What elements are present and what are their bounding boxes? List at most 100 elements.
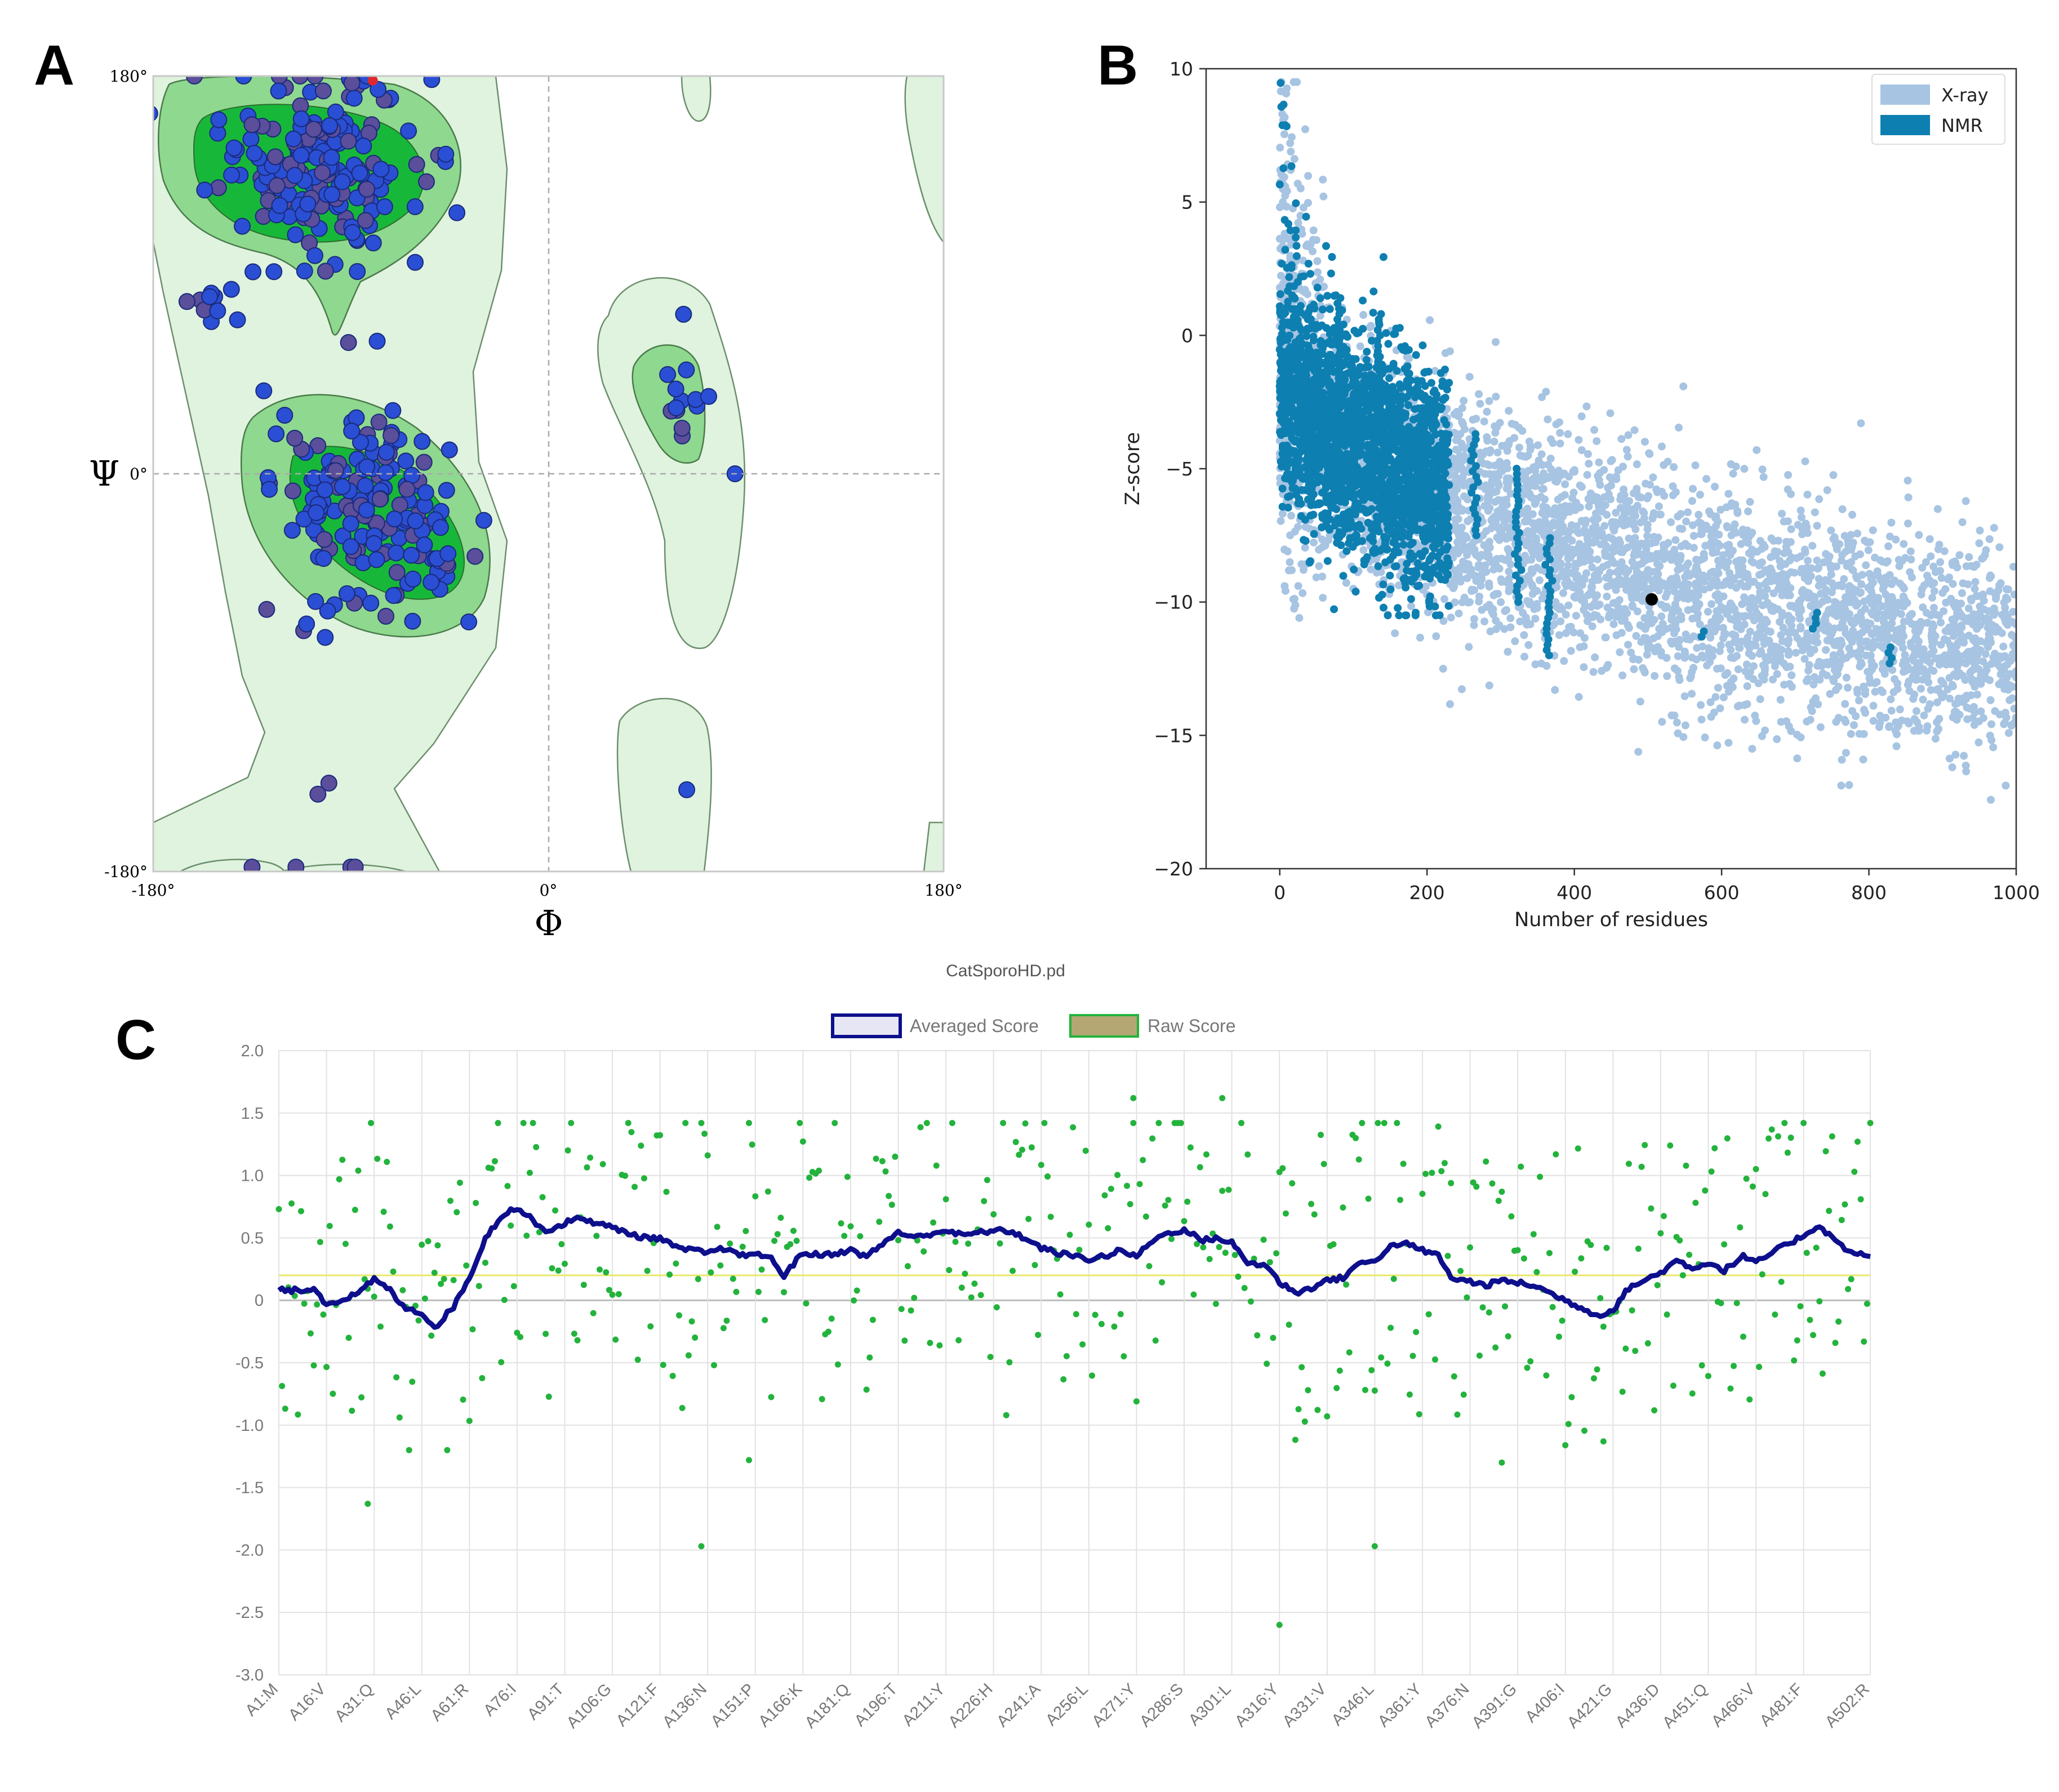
- xray-point: [1822, 646, 1830, 654]
- xray-point: [1713, 568, 1721, 576]
- xray-point: [1755, 650, 1764, 658]
- xray-point: [1716, 641, 1725, 650]
- xray-point: [1768, 675, 1777, 684]
- xray-point: [1909, 673, 1917, 681]
- xray-point: [1989, 743, 1998, 752]
- xray-point: [1843, 683, 1852, 692]
- residue-point: [186, 76, 203, 85]
- xray-point: [1557, 617, 1565, 625]
- xray-point: [1279, 198, 1287, 206]
- residue-point: [362, 594, 380, 612]
- xray-point: [1614, 608, 1622, 617]
- xray-point: [1640, 634, 1648, 642]
- residue-point: [323, 149, 340, 166]
- xray-point: [1801, 457, 1809, 465]
- xray-point: [1304, 172, 1313, 180]
- xray-point: [1719, 693, 1728, 701]
- xray-point: [1551, 477, 1559, 485]
- xray-point: [1867, 599, 1875, 608]
- residue-point: [342, 538, 359, 555]
- residue-point: [234, 217, 251, 235]
- xray-point: [1812, 694, 1820, 702]
- xray-point: [1882, 590, 1890, 599]
- xray-point: [2011, 620, 2016, 628]
- xray-point: [1538, 393, 1546, 402]
- xray-point: [1830, 677, 1838, 686]
- xray-point: [1625, 624, 1633, 632]
- xray-point: [1935, 611, 1944, 620]
- xray-point: [1991, 622, 2000, 631]
- xray-point: [1651, 672, 1659, 680]
- xray-point: [1642, 621, 1651, 630]
- xray-point: [1616, 568, 1624, 576]
- residue-point: [291, 76, 309, 85]
- xray-point: [1914, 625, 1922, 633]
- xray-point: [1864, 546, 1873, 554]
- xray-point: [1920, 711, 1928, 719]
- xray-point: [1769, 589, 1778, 598]
- xray-point: [1931, 735, 1940, 743]
- residue-point: [372, 161, 390, 178]
- xray-point: [1849, 626, 1857, 635]
- xray-point: [1919, 695, 1927, 704]
- residue-point: [258, 601, 275, 618]
- xray-point: [1465, 372, 1474, 381]
- allowed-region-light: [681, 76, 711, 122]
- xray-point: [1493, 507, 1502, 515]
- xray-point: [1556, 439, 1564, 448]
- xray-point: [1759, 635, 1768, 644]
- xray-point: [1631, 576, 1640, 584]
- residue-point: [287, 226, 304, 243]
- xray-point: [1787, 621, 1795, 630]
- xray-point: [1991, 658, 1999, 666]
- xray-point: [1867, 657, 1876, 666]
- xray-point: [1978, 554, 1986, 563]
- residue-point: [284, 130, 302, 148]
- xray-point: [1973, 625, 1981, 633]
- xray-point: [1737, 540, 1745, 548]
- xray-point: [1771, 662, 1779, 670]
- xray-point: [1900, 602, 1908, 611]
- xray-point: [1674, 652, 1682, 660]
- xray-point: [1316, 312, 1324, 320]
- xray-point: [1564, 601, 1573, 610]
- xray-point: [1891, 675, 1899, 683]
- xray-point: [1526, 446, 1535, 454]
- xray-point: [1973, 616, 1981, 625]
- xray-point: [1859, 755, 1867, 764]
- xray-point: [1787, 683, 1796, 691]
- xray-point: [1679, 733, 1688, 741]
- xray-point: [1463, 551, 1471, 559]
- xray-point: [1630, 519, 1638, 527]
- xray-point: [1715, 647, 1724, 655]
- xray-point: [1855, 616, 1863, 624]
- xray-point: [1603, 603, 1612, 612]
- xray-point: [1466, 568, 1475, 577]
- xray-point: [1883, 634, 1891, 643]
- xray-point: [1996, 670, 2005, 679]
- xray-point: [1291, 527, 1299, 536]
- residue-point: [377, 443, 395, 461]
- xray-point: [1676, 510, 1685, 518]
- xray-point: [1493, 448, 1502, 457]
- xray-point: [1781, 582, 1789, 590]
- xray-point: [1277, 170, 1286, 179]
- xray-point: [1873, 567, 1882, 576]
- nmr-point: [1275, 180, 1284, 189]
- xray-point: [1480, 617, 1489, 626]
- residue-point: [423, 76, 441, 88]
- xray-point: [1796, 638, 1805, 646]
- nmr-point: [1434, 571, 1443, 579]
- xray-point: [1791, 603, 1799, 612]
- xray-point: [1972, 638, 1980, 647]
- xray-point: [1887, 518, 1896, 527]
- xray-point: [1416, 633, 1424, 642]
- xray-point: [1633, 607, 1642, 616]
- xray-point: [1546, 435, 1555, 443]
- residue-point: [407, 254, 424, 271]
- xray-point: [1493, 590, 1502, 598]
- xray-point: [1603, 582, 1611, 591]
- residue-point: [305, 121, 322, 138]
- xray-point: [1719, 624, 1727, 632]
- nmr-point: [1369, 287, 1378, 296]
